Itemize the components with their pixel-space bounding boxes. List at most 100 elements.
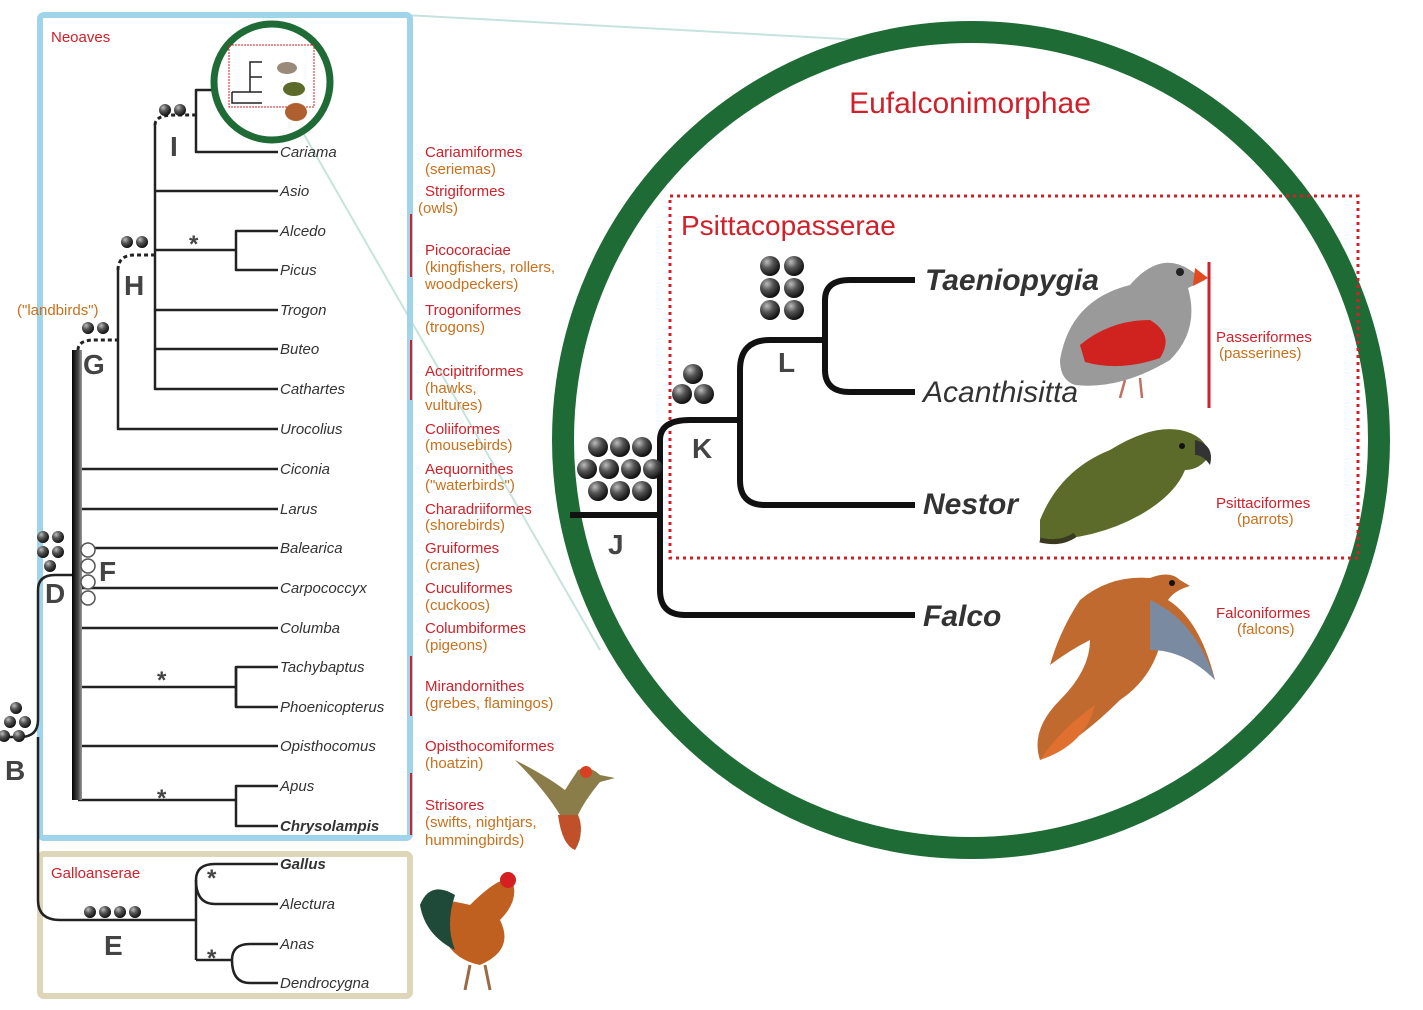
taxon-label: Alcedo bbox=[279, 223, 326, 240]
order-common: (mousebirds) bbox=[425, 437, 513, 454]
order-common: (pigeons) bbox=[425, 637, 488, 654]
rooster-icon bbox=[420, 872, 516, 991]
zoom-taxon-taeniopygia: Taeniopygia bbox=[925, 264, 1099, 297]
order-common: (hawks, bbox=[425, 380, 477, 397]
taxon-label: Opisthocomus bbox=[280, 738, 376, 755]
taxon-label: Alectura bbox=[279, 896, 335, 913]
zoom-order-name: Falconiformes bbox=[1216, 605, 1310, 622]
order-common: (hoatzin) bbox=[425, 755, 483, 772]
node-letter-e: E bbox=[104, 930, 123, 961]
hummingbird-icon bbox=[515, 760, 615, 850]
node-letter-f: F bbox=[99, 556, 116, 587]
zoom-order-common: (parrots) bbox=[1237, 511, 1294, 528]
order-name: Charadriiformes bbox=[425, 501, 532, 518]
taxon-label: Buteo bbox=[280, 341, 319, 358]
eufalconimorphae-circle bbox=[552, 21, 1390, 859]
taxon-label: Gallus bbox=[280, 856, 326, 873]
taxon-label: Apus bbox=[279, 778, 315, 795]
order-common: hummingbirds) bbox=[425, 832, 524, 849]
kestrel-icon bbox=[1037, 574, 1215, 760]
star-strisores: * bbox=[157, 785, 167, 812]
taxon-label: Carpococcyx bbox=[280, 580, 367, 597]
psittacopasserae-box bbox=[668, 194, 1360, 560]
taxon-label: Larus bbox=[280, 501, 318, 518]
order-name: Trogoniformes bbox=[425, 302, 521, 319]
order-common: (owls) bbox=[418, 200, 458, 217]
zoom-order-name: Passeriformes bbox=[1216, 329, 1312, 346]
node-letter-d: D bbox=[45, 578, 65, 609]
node-letter-h: H bbox=[124, 270, 144, 301]
taxon-label: Balearica bbox=[280, 540, 343, 557]
galloanserae-box bbox=[37, 851, 413, 999]
order-common: (cuckoos) bbox=[425, 597, 490, 614]
neoaves-trunk bbox=[72, 350, 82, 800]
order-common: (cranes) bbox=[425, 557, 480, 574]
taxon-label: Asio bbox=[279, 183, 309, 200]
zoom-taxon-nestor: Nestor bbox=[923, 488, 1020, 521]
order-name: Columbiformes bbox=[425, 620, 526, 637]
order-name: Coliiformes bbox=[425, 421, 500, 438]
node-letter-g: G bbox=[83, 349, 105, 380]
taxon-label: Dendrocygna bbox=[280, 975, 369, 992]
thumbnail-circle bbox=[210, 20, 334, 144]
eufalconimorphae-label: Eufalconimorphae bbox=[849, 87, 1091, 120]
order-name: Strigiformes bbox=[425, 183, 505, 200]
zoom-taxon-acanthisitta: Acanthisitta bbox=[921, 376, 1078, 409]
taxon-label: Trogon bbox=[280, 302, 326, 319]
order-name: Mirandornithes bbox=[425, 678, 524, 695]
taxon-label: Tachybaptus bbox=[280, 659, 365, 676]
neoaves-label: Neoaves bbox=[51, 29, 110, 46]
star-picocoraciae: * bbox=[189, 231, 199, 258]
zebra-finch-icon bbox=[1060, 262, 1208, 399]
zoom-tree-branches bbox=[570, 277, 915, 618]
kea-icon bbox=[1039, 429, 1211, 545]
dashed-branches bbox=[76, 113, 196, 351]
node-letter-k: K bbox=[692, 433, 712, 464]
order-common: (swifts, nightjars, bbox=[425, 814, 537, 831]
order-name: Opisthocomiformes bbox=[425, 738, 554, 755]
landbirds-label: ("landbirds") bbox=[17, 302, 99, 319]
order-labels: Cariamiformes (seriemas) Strigiformes (o… bbox=[418, 144, 555, 849]
order-name: Gruiformes bbox=[425, 540, 499, 557]
order-common: (grebes, flamingos) bbox=[425, 695, 553, 712]
taxon-labels: Cariama Asio Alcedo Picus Trogon Buteo C… bbox=[279, 144, 385, 992]
order-name: Picocoraciae bbox=[425, 242, 511, 259]
zoom-order-common: (passerines) bbox=[1219, 345, 1302, 362]
star-gallus: * bbox=[207, 865, 217, 892]
neoaves-box bbox=[37, 12, 413, 841]
tree-branches bbox=[0, 88, 278, 985]
order-common: (shorebirds) bbox=[425, 517, 505, 534]
galloanserae-label: Galloanserae bbox=[51, 865, 140, 882]
order-common: (kingfishers, rollers, bbox=[425, 259, 555, 276]
zoom-taxon-falco: Falco bbox=[923, 600, 1001, 633]
taxon-label: Phoenicopterus bbox=[280, 699, 385, 716]
order-common: ("waterbirds") bbox=[425, 477, 515, 494]
order-common: (seriemas) bbox=[425, 161, 496, 178]
node-letter-j: J bbox=[608, 529, 624, 560]
taxon-label: Anas bbox=[279, 936, 315, 953]
zoom-node-markers bbox=[577, 256, 804, 501]
order-name: Cariamiformes bbox=[425, 144, 523, 161]
psittacopasserae-label: Psittacopasserae bbox=[681, 210, 896, 241]
node-letter-b: B bbox=[5, 755, 25, 786]
taxon-label: Urocolius bbox=[280, 421, 343, 438]
order-common: vultures) bbox=[425, 397, 483, 414]
order-name: Accipitriformes bbox=[425, 363, 523, 380]
order-common: (trogons) bbox=[425, 319, 485, 336]
taxon-label: Cariama bbox=[280, 144, 337, 161]
zoom-order-common: (falcons) bbox=[1237, 621, 1295, 638]
star-mirandornithes: * bbox=[157, 667, 167, 694]
taxon-label: Picus bbox=[280, 262, 317, 279]
star-anas: * bbox=[207, 945, 217, 972]
zoom-order-name: Psittaciformes bbox=[1216, 495, 1310, 512]
zoom-connectors bbox=[289, 14, 901, 651]
node-letter-l: L bbox=[778, 347, 795, 378]
order-name: Aequornithes bbox=[425, 461, 513, 478]
node-letter-i: I bbox=[170, 131, 178, 162]
order-common: woodpeckers) bbox=[424, 276, 518, 293]
node-markers-left bbox=[0, 104, 186, 918]
taxon-label: Columba bbox=[280, 620, 340, 637]
taxon-label: Ciconia bbox=[280, 461, 330, 478]
taxon-label: Cathartes bbox=[280, 381, 346, 398]
